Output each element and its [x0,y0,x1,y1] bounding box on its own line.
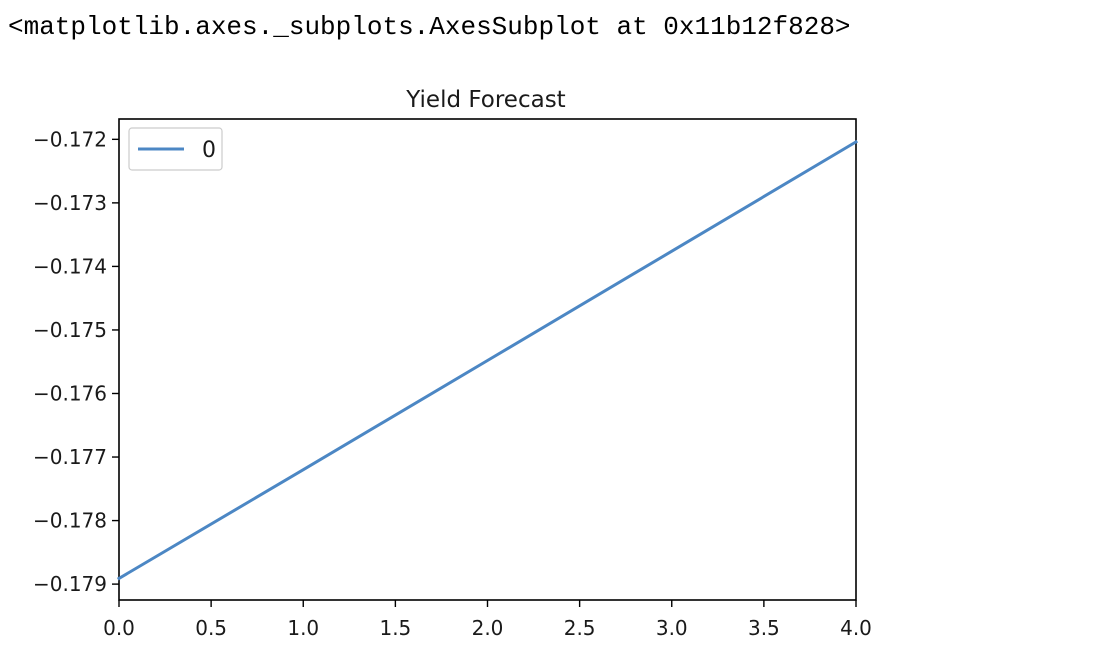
legend: 0 [128,127,223,171]
y-tick-label: −0.173 [33,191,107,215]
legend-label-series-0: 0 [202,138,216,163]
x-tick-label: 1.0 [287,616,319,640]
y-tick-label: −0.179 [33,572,107,596]
chart-title: Yield Forecast [405,87,565,113]
series-line-0 [116,139,859,581]
y-tick-label: −0.176 [33,381,107,405]
x-tick-label: 0.0 [103,616,135,640]
x-tick-label: 0.5 [195,616,227,640]
x-tick-label: 2.0 [472,616,504,640]
x-tick-label: 3.0 [656,616,688,640]
y-axis: −0.179 −0.178 −0.177 −0.176 −0.175 −0.174 −0.1… [33,127,119,596]
x-tick-label: 2.5 [564,616,596,640]
cell-output-repr: <matplotlib.axes._subplots.AxesSubplot a… [8,12,851,42]
y-tick-label: −0.175 [33,318,107,342]
series-layer [116,139,859,581]
x-tick-label: 3.5 [748,616,780,640]
y-tick-label: −0.178 [33,509,107,533]
y-tick-label: −0.172 [33,127,107,151]
x-tick-label: 4.0 [840,616,872,640]
x-axis: 0.0 0.5 1.0 1.5 2.0 2.5 3.0 3.5 4.0 [103,600,872,640]
x-tick-label: 1.5 [379,616,411,640]
y-tick-label: −0.177 [33,445,107,469]
y-tick-label: −0.174 [33,254,107,278]
